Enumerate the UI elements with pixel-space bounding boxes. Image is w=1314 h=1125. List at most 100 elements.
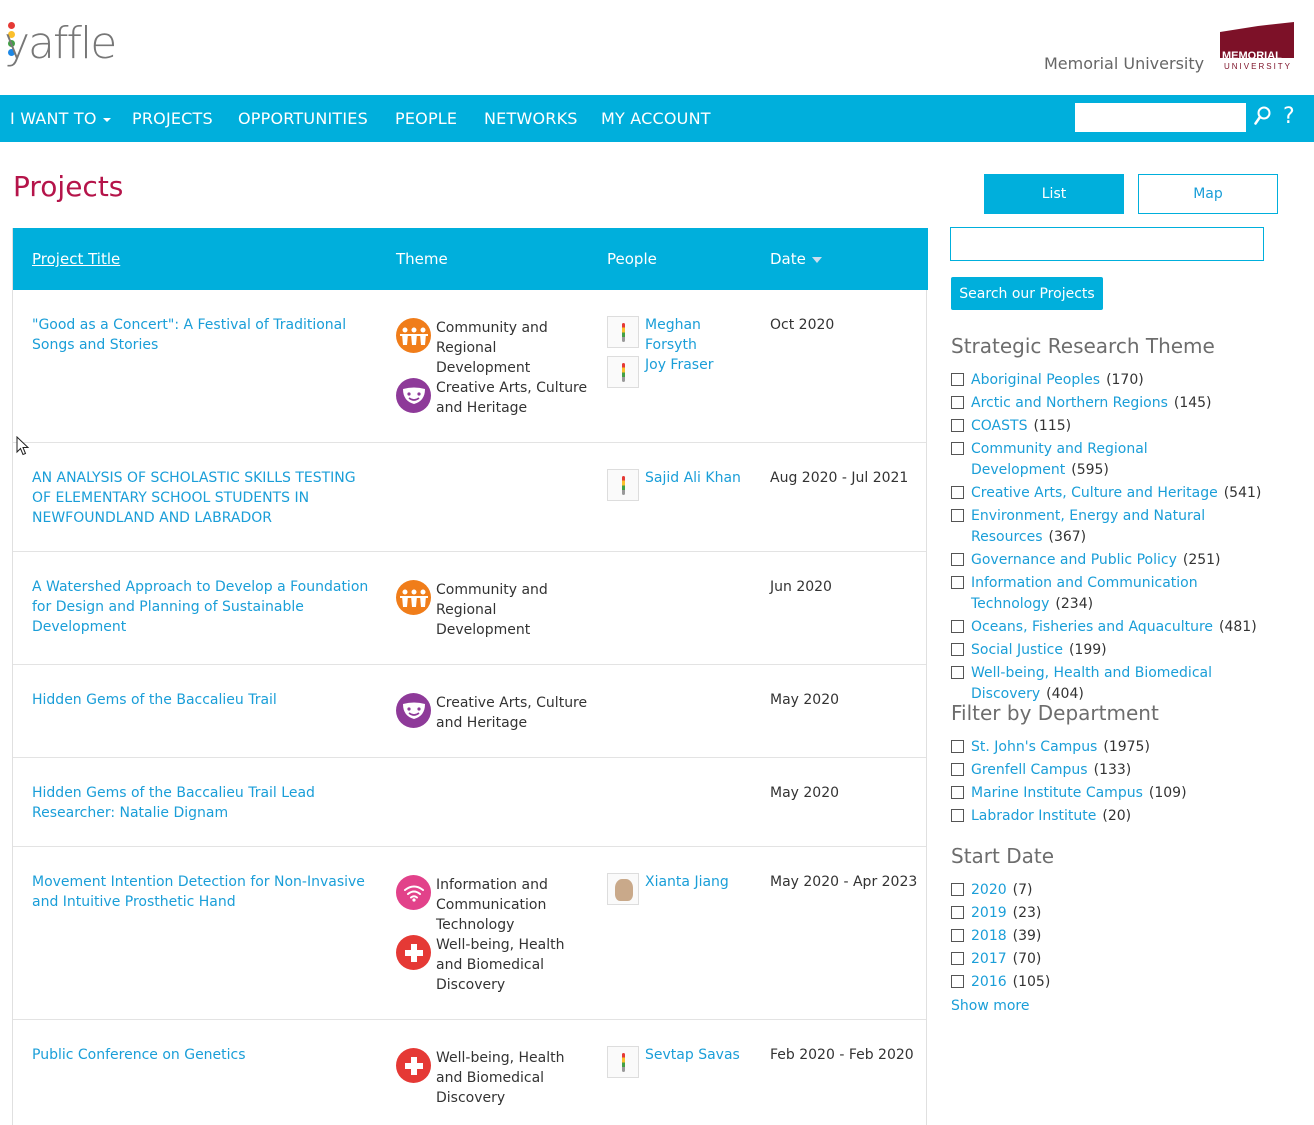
theme-label: Well-being, Health and Biomedical Discov… [436, 1050, 565, 1106]
facet-label[interactable]: 2017 [971, 951, 1007, 967]
facet-label[interactable]: 2016 [971, 974, 1007, 990]
table-header: Project Title Theme People Date [13, 228, 928, 290]
list-view-button[interactable]: List [984, 174, 1124, 214]
facet-title-start-date: Start Date [951, 844, 1055, 868]
facet-item: 2016 (105) [951, 972, 1281, 993]
person-link[interactable]: Xianta Jiang [645, 874, 729, 890]
person-link[interactable]: Sevtap Savas [645, 1047, 740, 1063]
facet-count: (1975) [1103, 739, 1150, 755]
project-title-link[interactable]: Public Conference on Genetics [32, 1047, 246, 1063]
theme-label: Community and Regional Development [436, 320, 548, 376]
table-row: Public Conference on Genetics Well-being… [13, 1020, 926, 1125]
facet-list-department: St. John's Campus (1975) Grenfell Campus (… [951, 737, 1281, 829]
facet-checkbox[interactable] [951, 883, 964, 896]
facet-checkbox[interactable] [951, 809, 964, 822]
nav-networks[interactable]: NETWORKS [484, 109, 578, 128]
facet-checkbox[interactable] [951, 509, 964, 522]
facet-label[interactable]: Oceans, Fisheries and Aquaculture [971, 619, 1214, 635]
header-date[interactable]: Date [770, 250, 822, 268]
facet-checkbox[interactable] [951, 929, 964, 942]
person-link[interactable]: Sajid Ali Khan [645, 470, 741, 486]
facet-label[interactable]: Creative Arts, Culture and Heritage [971, 485, 1218, 501]
facet-checkbox[interactable] [951, 419, 964, 432]
facet-label[interactable]: 2018 [971, 928, 1007, 944]
person-entry: Joy Fraser [607, 355, 757, 395]
facet-item: Arctic and Northern Regions (145) [951, 393, 1281, 414]
project-title-link[interactable]: AN ANALYSIS OF SCHOLASTIC SKILLS TESTING… [32, 470, 356, 526]
logo-word-memorial: MEMORIAL [1222, 50, 1282, 62]
facet-count: (481) [1219, 619, 1257, 635]
facet-title-department: Filter by Department [951, 701, 1159, 725]
facet-checkbox[interactable] [951, 666, 964, 679]
map-view-button[interactable]: Map [1138, 174, 1278, 214]
help-icon[interactable]: ? [1283, 104, 1295, 129]
page-title: Projects [13, 170, 124, 203]
facet-label[interactable]: Labrador Institute [971, 808, 1097, 824]
facet-item: Information and Communication Technology… [951, 573, 1271, 615]
facet-checkbox[interactable] [951, 576, 964, 589]
facet-label[interactable]: Community and Regional Development [971, 441, 1148, 478]
facet-label[interactable]: Marine Institute Campus [971, 785, 1143, 801]
theatre-masks-icon [396, 378, 431, 413]
facet-checkbox[interactable] [951, 975, 964, 988]
search-projects-button[interactable]: Search our Projects [951, 277, 1103, 310]
search-icon[interactable] [1254, 106, 1272, 126]
facet-label[interactable]: Aboriginal Peoples [971, 372, 1101, 388]
facet-checkbox[interactable] [951, 786, 964, 799]
table-row: A Watershed Approach to Develop a Founda… [13, 552, 926, 665]
table-row: Movement Intention Detection for Non-Inv… [13, 847, 926, 1020]
facet-checkbox[interactable] [951, 620, 964, 633]
facet-label[interactable]: 2019 [971, 905, 1007, 921]
theme-label: Creative Arts, Culture and Heritage [436, 695, 588, 731]
facet-checkbox[interactable] [951, 486, 964, 499]
facet-checkbox[interactable] [951, 396, 964, 409]
facet-count: (133) [1093, 762, 1132, 778]
facet-label[interactable]: Grenfell Campus [971, 762, 1088, 778]
nav-my-account[interactable]: MY ACCOUNT [601, 109, 711, 128]
project-title-link[interactable]: "Good as a Concert": A Festival of Tradi… [32, 317, 347, 353]
theme-item: Well-being, Health and Biomedical Discov… [396, 1048, 591, 1108]
nav-search-input[interactable] [1075, 103, 1246, 132]
facet-item: COASTS (115) [951, 416, 1281, 437]
facet-item: Community and Regional Development (595) [951, 439, 1281, 481]
facet-checkbox[interactable] [951, 763, 964, 776]
person-link[interactable]: Joy Fraser [645, 357, 714, 373]
date-cell: May 2020 [770, 785, 840, 801]
facet-checkbox[interactable] [951, 740, 964, 753]
facet-label[interactable]: Information and Communication Technology [971, 575, 1198, 612]
facet-checkbox[interactable] [951, 952, 964, 965]
project-title-link[interactable]: Hidden Gems of the Baccalieu Trail Lead … [32, 785, 315, 821]
facet-label[interactable]: Environment, Energy and Natural Resource… [971, 508, 1206, 545]
project-title-link[interactable]: A Watershed Approach to Develop a Founda… [32, 579, 369, 635]
yaffle-logo[interactable]: yaffle [0, 12, 120, 74]
theme-label: Well-being, Health and Biomedical Discov… [436, 937, 565, 993]
facet-checkbox[interactable] [951, 643, 964, 656]
facet-checkbox[interactable] [951, 553, 964, 566]
facet-label[interactable]: Well-being, Health and Biomedical Discov… [971, 665, 1212, 702]
facet-label[interactable]: Arctic and Northern Regions [971, 395, 1168, 411]
header-project-title[interactable]: Project Title [32, 250, 121, 268]
facet-list-research-theme: Aboriginal Peoples (170) Arctic and North… [951, 370, 1281, 707]
nav-people[interactable]: PEOPLE [395, 109, 458, 128]
facet-label[interactable]: 2020 [971, 882, 1007, 898]
nav-i-want-to[interactable]: I WANT TO [10, 109, 111, 128]
yaffle-default-avatar [607, 316, 639, 348]
facet-label[interactable]: Social Justice [971, 642, 1063, 658]
nav-projects[interactable]: PROJECTS [132, 109, 213, 128]
person-link[interactable]: Meghan Forsyth [645, 317, 701, 353]
project-title-link[interactable]: Hidden Gems of the Baccalieu Trail [32, 692, 277, 708]
facet-item: Grenfell Campus (133) [951, 760, 1281, 781]
project-search-input[interactable] [950, 227, 1264, 261]
theme-label: Information and Communication Technology [436, 877, 548, 933]
nav-opportunities[interactable]: OPPORTUNITIES [238, 109, 368, 128]
facet-checkbox[interactable] [951, 442, 964, 455]
project-title-link[interactable]: Movement Intention Detection for Non-Inv… [32, 874, 365, 910]
facet-label[interactable]: Governance and Public Policy [971, 552, 1177, 568]
facet-checkbox[interactable] [951, 906, 964, 919]
facet-checkbox[interactable] [951, 373, 964, 386]
facet-label[interactable]: COASTS [971, 418, 1028, 434]
facet-item: 2018 (39) [951, 926, 1281, 947]
show-more-link[interactable]: Show more [951, 998, 1030, 1014]
facet-label[interactable]: St. John's Campus [971, 739, 1098, 755]
memorial-university-logo[interactable]: MEMORIAL UNIVERSITY [1218, 22, 1296, 72]
